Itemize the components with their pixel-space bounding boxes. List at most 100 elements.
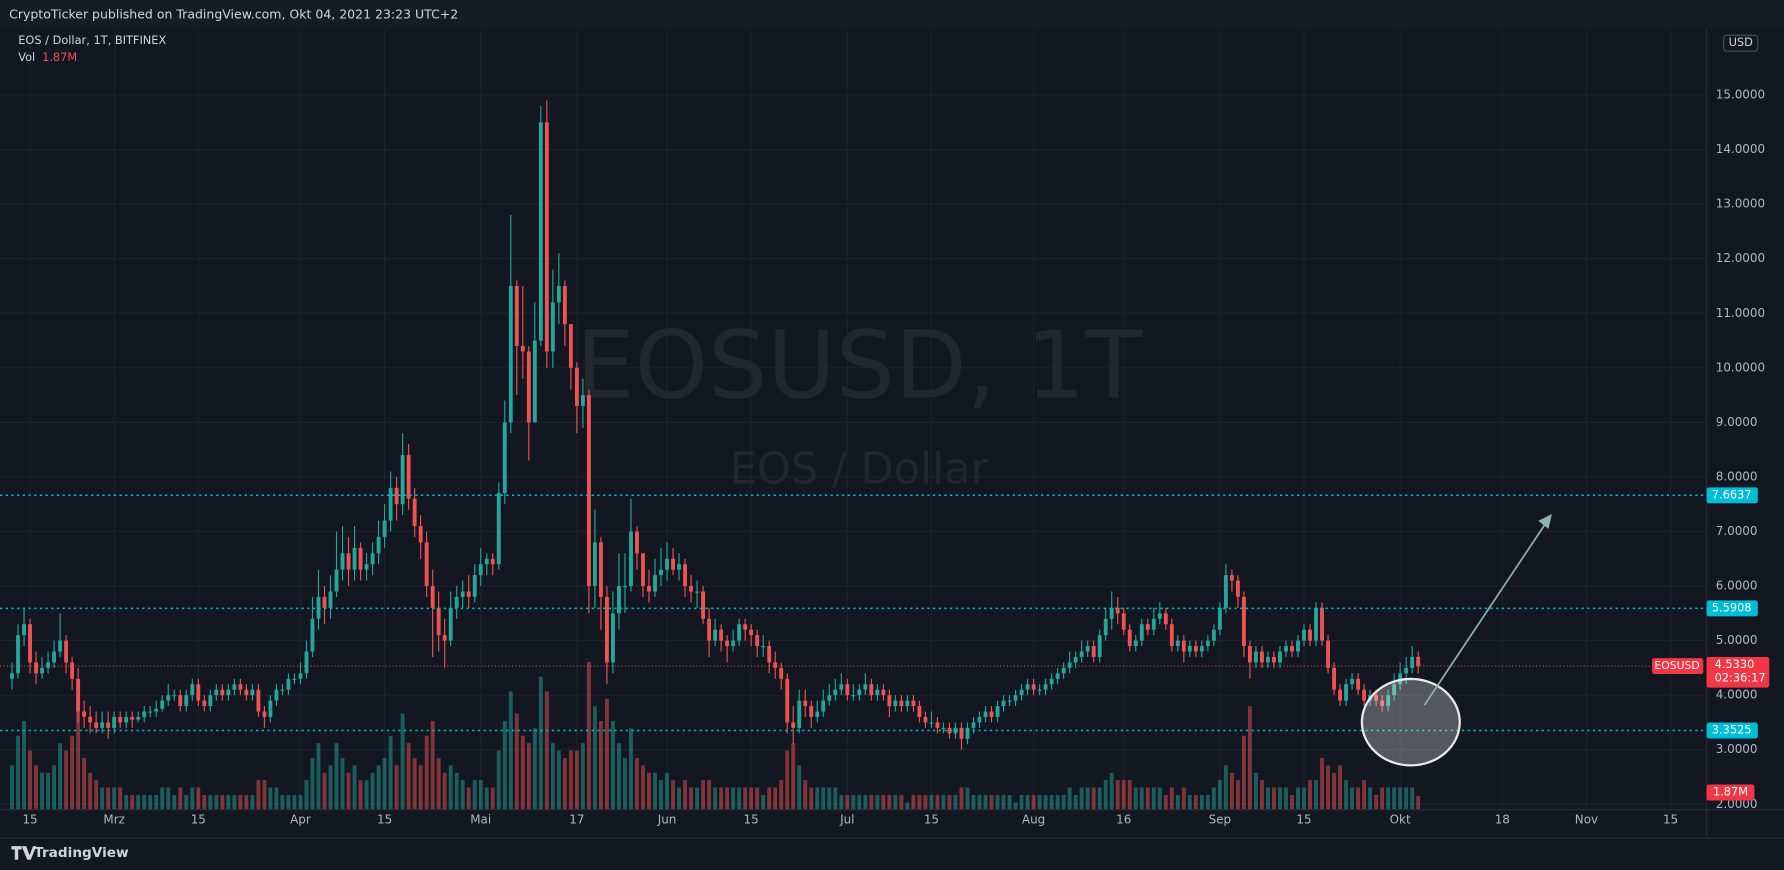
candle-body — [953, 727, 958, 734]
candle-body — [64, 640, 69, 663]
candle-body — [406, 455, 411, 499]
candle-body — [1103, 618, 1108, 636]
volume-bar — [1043, 794, 1048, 810]
candle-body — [1097, 635, 1102, 657]
candle-body — [791, 722, 796, 728]
volume-bar — [568, 750, 573, 810]
volume-bar — [1001, 794, 1006, 810]
volume-bar — [196, 787, 201, 810]
x-tick-label: 18 — [1495, 812, 1510, 826]
candle-body — [100, 722, 105, 728]
highlight-ellipse — [1360, 677, 1461, 767]
volume-bar — [779, 780, 784, 810]
candle-body — [328, 591, 333, 608]
volume-bar — [665, 772, 669, 810]
candle-body — [1007, 700, 1012, 702]
candle-body — [1350, 678, 1355, 685]
candle-body — [1031, 684, 1036, 690]
candle-body — [568, 324, 573, 368]
volume-bar — [611, 721, 615, 810]
volume-bar — [118, 787, 123, 810]
volume-bar — [298, 794, 303, 810]
volume-legend-value: 1.87M — [42, 50, 77, 64]
candle-body — [767, 646, 772, 663]
volume-bar — [1079, 787, 1084, 810]
volume-bar — [358, 780, 363, 810]
candle-body — [28, 624, 32, 663]
candle-body — [731, 640, 736, 647]
candle-body — [671, 558, 675, 570]
volume-bar — [94, 780, 99, 810]
candle-body — [1133, 640, 1138, 647]
candle-body — [472, 575, 477, 597]
candle-body — [76, 678, 81, 712]
candle-body — [502, 422, 507, 494]
candle-body — [1284, 646, 1288, 652]
candle-body — [1205, 640, 1210, 647]
volume-bar — [1049, 794, 1054, 810]
volume-bar — [82, 757, 87, 810]
volume-bar — [983, 794, 988, 810]
candle-body — [1151, 618, 1156, 630]
candle-body — [580, 395, 585, 407]
volume-bar — [1013, 802, 1018, 810]
volume-bar — [478, 780, 483, 810]
volume-bar — [1302, 787, 1306, 810]
candle-body — [370, 553, 375, 565]
candle-body — [322, 596, 327, 608]
candle-body — [334, 569, 339, 592]
candle-body — [1266, 656, 1270, 663]
candle-body — [358, 547, 363, 570]
volume-bar — [809, 787, 814, 810]
candle-body — [827, 695, 832, 701]
volume-bar — [911, 794, 916, 810]
candle-body — [1356, 678, 1361, 690]
volume-bar — [803, 780, 808, 810]
candle-body — [1332, 667, 1336, 690]
level-badge — [1706, 487, 1758, 504]
volume-bar — [1416, 795, 1421, 810]
volume-bar — [1151, 787, 1156, 810]
candle-body — [1374, 695, 1379, 701]
candle-body — [70, 662, 75, 679]
volume-bar — [899, 794, 904, 810]
candle-body — [382, 520, 387, 537]
candle-body — [899, 700, 904, 707]
y-tick-label: 12.0000 — [1716, 251, 1765, 265]
volume-bar — [1019, 794, 1024, 810]
volume-bar — [881, 794, 886, 810]
volume-bar — [1278, 787, 1282, 810]
volume-bar — [124, 794, 129, 810]
volume-bar — [244, 794, 249, 810]
candle-body — [424, 542, 429, 587]
volume-bar — [592, 706, 597, 810]
volume-bar — [755, 787, 760, 810]
volume-bar — [749, 787, 754, 810]
volume-bar — [40, 772, 44, 810]
candle-body — [586, 395, 591, 587]
volume-bar — [514, 713, 519, 810]
candle-body — [172, 695, 177, 697]
candle-body — [1175, 640, 1180, 647]
volume-bar — [10, 765, 14, 810]
volume-bar — [586, 661, 591, 810]
y-tick-label: 8.0000 — [1716, 469, 1758, 483]
candle-body — [1392, 684, 1397, 696]
volume-bar — [821, 787, 826, 810]
candle-body — [52, 651, 57, 663]
volume-bar — [1308, 780, 1312, 810]
candle-body — [394, 487, 399, 505]
volume-bar — [202, 794, 207, 810]
volume-bar — [466, 787, 471, 810]
y-tick-label: 14.0000 — [1716, 142, 1765, 156]
candle-body — [1404, 667, 1409, 674]
volume-bar — [496, 750, 501, 810]
candle-body — [388, 487, 393, 521]
candle-body — [292, 678, 297, 680]
x-tick-label: 15 — [191, 812, 206, 826]
candle-body — [941, 727, 946, 730]
watermark: EOSUSD, 1T — [576, 310, 1144, 419]
candle-body — [22, 624, 26, 636]
candle-body — [364, 564, 369, 570]
